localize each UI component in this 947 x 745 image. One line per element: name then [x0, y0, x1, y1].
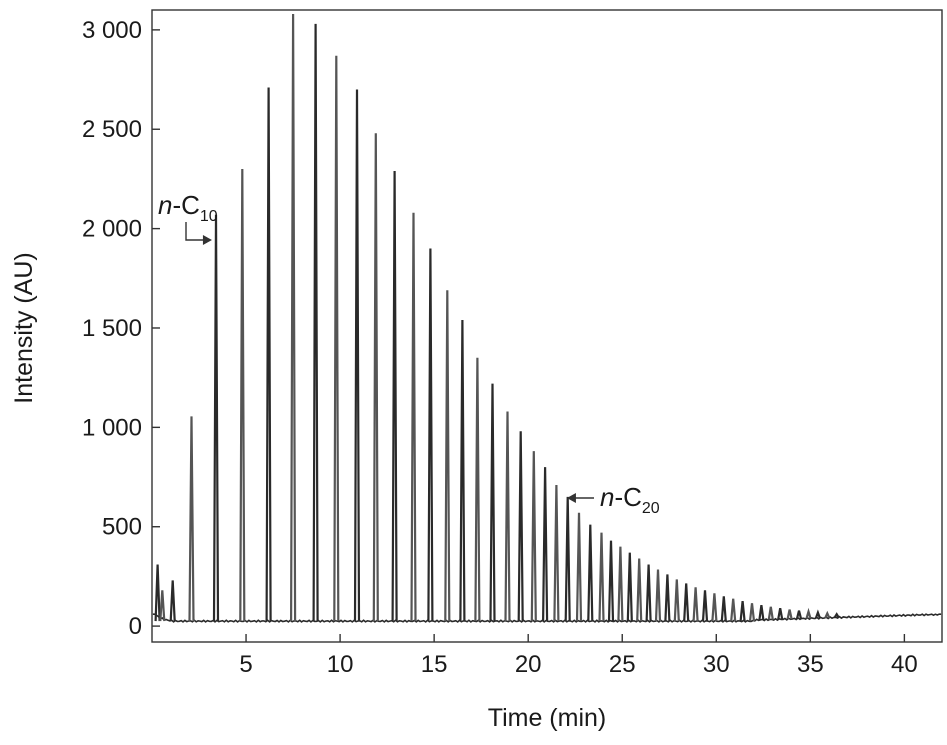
- chromatogram-peak: [265, 87, 272, 622]
- chromatogram-peak: [730, 598, 737, 622]
- chromatogram-peak: [739, 600, 746, 622]
- x-tick-label: 10: [327, 651, 354, 678]
- chromatogram-peak: [767, 606, 774, 620]
- chromatogram-peak: [489, 383, 496, 622]
- chromatogram-peak: [587, 524, 594, 622]
- y-tick-label: 3 000: [82, 17, 142, 44]
- peak-annotations: n-C10 n-C20: [158, 190, 660, 517]
- chromatogram-peak: [617, 546, 624, 622]
- chromatogram-peak: [333, 55, 340, 622]
- chromatogram-peak: [391, 170, 398, 622]
- y-axis-title: Intensity (AU): [10, 252, 38, 403]
- chromatogram-peak: [312, 23, 319, 622]
- chromatogram-peak: [154, 564, 161, 622]
- y-tick-label: 2 000: [82, 216, 142, 243]
- chromatogram-peak: [598, 532, 605, 622]
- chromatogram-peak: [517, 431, 524, 622]
- peak-label: n-C20: [600, 482, 660, 517]
- y-tick-label: 0: [129, 613, 142, 640]
- chromatogram-peak: [239, 168, 246, 622]
- y-tick-label: 500: [102, 514, 142, 541]
- chromatogram-peak: [553, 484, 560, 622]
- chromatogram-peak: [654, 569, 662, 622]
- chromatogram-peak: [575, 512, 583, 622]
- chromatogram-peak: [410, 212, 417, 622]
- chromatogram-peak: [372, 133, 379, 622]
- annotation-arrow: [185, 222, 210, 241]
- chromatogram-peak: [805, 607, 812, 619]
- chromatogram-peak: [626, 552, 633, 622]
- x-tick-label: 25: [609, 651, 636, 678]
- x-tick-label: 15: [421, 651, 448, 678]
- chromatogram-trace: [152, 13, 942, 623]
- y-tick-label: 1 000: [82, 414, 142, 441]
- chromatogram-peak: [212, 214, 220, 622]
- chromatogram-peak: [692, 587, 699, 622]
- x-tick-label: 40: [891, 651, 918, 678]
- chromatogram-peak: [824, 610, 831, 619]
- chromatogram-peak: [701, 590, 709, 622]
- chromatogram-peak: [290, 13, 297, 622]
- chromatogram-peak: [607, 540, 615, 622]
- chromatogram-peak: [683, 583, 690, 622]
- chromatogram-peak: [188, 416, 195, 622]
- plot-frame: [151, 9, 943, 643]
- chromatogram-peak: [427, 248, 434, 622]
- chromatogram-peak: [795, 610, 803, 619]
- y-tick-label: 1 500: [82, 315, 142, 342]
- chromatogram-peak: [673, 579, 680, 622]
- chromatogram-peak: [444, 290, 451, 622]
- x-tick-label: 20: [515, 651, 542, 678]
- arrow-head: [566, 493, 576, 503]
- chromatogram-peak: [664, 574, 671, 622]
- chromatogram-peak: [786, 609, 793, 620]
- chromatogram-peak: [711, 593, 718, 622]
- chromatogram-peak: [720, 596, 727, 622]
- arrow-head: [202, 235, 212, 245]
- chromatogram-peak: [474, 357, 481, 622]
- chromatogram-peak: [459, 319, 466, 622]
- x-axis-ticks: 5 10 15 20 25 30 35 40: [239, 634, 918, 678]
- x-tick-label: 5: [239, 651, 252, 678]
- chromatogram-peak: [636, 558, 643, 622]
- y-tick-label: 2 500: [82, 116, 142, 143]
- chromatogram-peak: [777, 608, 784, 620]
- peak-label: n-C10: [158, 190, 218, 225]
- y-axis-ticks: 0 500 1 000 1 500 2 000 2 500 3 000: [82, 17, 160, 640]
- chromatogram-peak: [645, 564, 652, 622]
- x-tick-label: 30: [703, 651, 730, 678]
- chromatogram-peak: [542, 467, 549, 622]
- chromatogram-peak: [833, 612, 840, 619]
- x-tick-label: 35: [797, 651, 824, 678]
- chromatogram-peak: [758, 605, 765, 621]
- chromatogram-peak: [504, 411, 511, 622]
- chromatogram-peak: [169, 580, 176, 622]
- chromatogram-peak: [353, 89, 361, 622]
- x-axis-title: Time (min): [488, 704, 607, 732]
- chromatogram-peak: [564, 496, 571, 622]
- chromatogram-peak: [530, 451, 537, 622]
- chromatogram-peak: [159, 590, 166, 622]
- chromatogram-peak: [814, 609, 821, 619]
- chromatogram-peak: [748, 603, 756, 622]
